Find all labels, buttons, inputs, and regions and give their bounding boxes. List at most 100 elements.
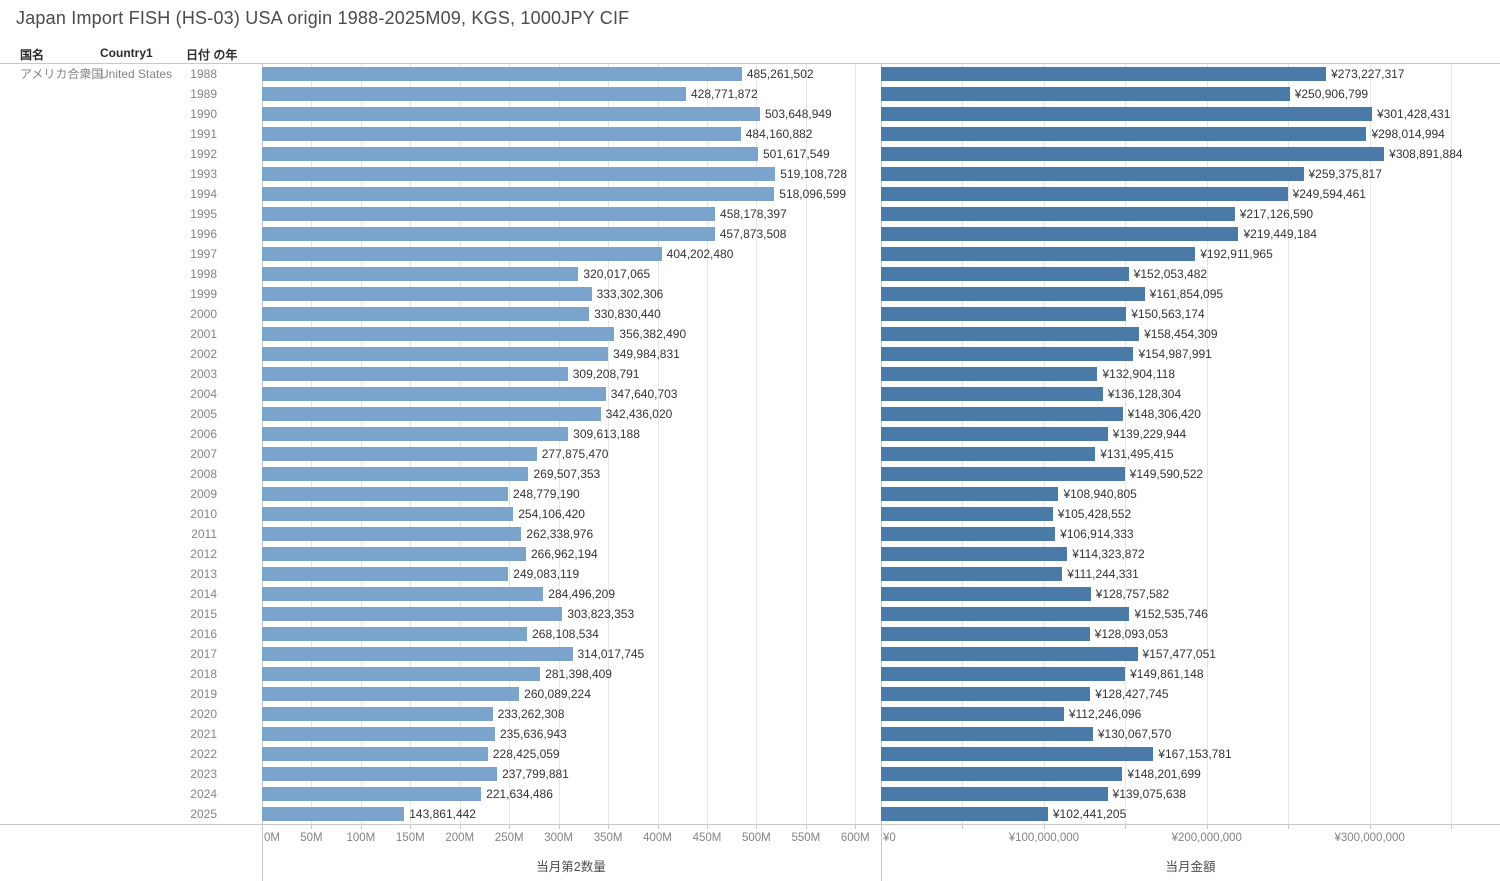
quantity-bar-2000[interactable]: [262, 307, 590, 321]
amount-bar-2003[interactable]: [881, 367, 1098, 381]
amount-bar-1993[interactable]: [881, 167, 1304, 181]
quantity-bar-2002[interactable]: [262, 347, 609, 361]
amount-bar-2009[interactable]: [881, 487, 1059, 501]
bar-value-label: ¥250,906,799: [1294, 87, 1369, 101]
year-label: 1991: [190, 127, 217, 141]
quantity-bar-2004[interactable]: [262, 387, 606, 401]
amount-bar-1998[interactable]: [881, 267, 1129, 281]
year-label: 2024: [190, 787, 217, 801]
bar-value-label: 349,984,831: [613, 347, 680, 361]
amount-bar-1992[interactable]: [881, 147, 1385, 161]
quantity-bar-2015[interactable]: [262, 607, 563, 621]
amount-bar-2008[interactable]: [881, 467, 1125, 481]
amount-bar-2020[interactable]: [881, 707, 1064, 721]
quantity-bar-2003[interactable]: [262, 367, 568, 381]
quantity-bar-1992[interactable]: [262, 147, 758, 161]
axis-tick-label: 100M: [346, 832, 376, 844]
axis-tick: [1288, 825, 1290, 829]
amount-bar-1999[interactable]: [881, 287, 1145, 301]
amount-bar-1989[interactable]: [881, 87, 1290, 101]
amount-bar-2025[interactable]: [881, 807, 1048, 821]
amount-bar-1997[interactable]: [881, 247, 1196, 261]
quantity-bar-1988[interactable]: [262, 67, 742, 81]
amount-bar-2007[interactable]: [881, 447, 1096, 461]
bar-value-label: 260,089,224: [524, 687, 591, 701]
quantity-bar-2013[interactable]: [262, 567, 509, 581]
amount-bar-2002[interactable]: [881, 347, 1134, 361]
quantity-bar-1995[interactable]: [262, 207, 716, 221]
amount-bar-2023[interactable]: [881, 767, 1123, 781]
bar-value-label: 284,496,209: [548, 587, 616, 601]
amount-bar-2021[interactable]: [881, 727, 1093, 741]
quantity-bar-2009[interactable]: [262, 487, 508, 501]
quantity-bar-2011[interactable]: [262, 527, 522, 541]
quantity-bar-2012[interactable]: [262, 547, 526, 561]
amount-bar-2018[interactable]: [881, 667, 1126, 681]
quantity-bar-2024[interactable]: [262, 787, 482, 801]
quantity-bar-2018[interactable]: [262, 667, 541, 681]
quantity-bar-2010[interactable]: [262, 507, 514, 521]
axis-tick: [805, 825, 807, 829]
amount-bar-2017[interactable]: [881, 647, 1138, 661]
quantity-bar-2021[interactable]: [262, 727, 495, 741]
axis-tick-label: ¥200,000,000: [1171, 832, 1242, 844]
amount-bar-2004[interactable]: [881, 387, 1103, 401]
bar-value-label: ¥149,861,148: [1130, 667, 1204, 681]
amount-bar-2006[interactable]: [881, 427, 1108, 441]
quantity-bar-1990[interactable]: [262, 107, 760, 121]
bar-value-label: 233,262,308: [497, 707, 565, 721]
axis-tick: [608, 825, 610, 829]
amount-bar-2005[interactable]: [881, 407, 1123, 421]
amount-bar-2014[interactable]: [881, 587, 1091, 601]
amount-bar-2022[interactable]: [881, 747, 1154, 761]
quantity-bar-2025[interactable]: [262, 807, 405, 821]
quantity-bar-2006[interactable]: [262, 427, 569, 441]
amount-bar-1990[interactable]: [881, 107, 1372, 121]
amount-bar-2016[interactable]: [881, 627, 1090, 641]
quantity-bar-2020[interactable]: [262, 707, 493, 721]
quantity-bar-2014[interactable]: [262, 587, 544, 601]
amount-bar-2010[interactable]: [881, 507, 1053, 521]
gridline: [360, 64, 362, 824]
quantity-bar-1999[interactable]: [262, 287, 592, 301]
amount-bar-2019[interactable]: [881, 687, 1091, 701]
bar-value-label: ¥106,914,333: [1060, 527, 1134, 541]
axis-tick-label: 450M: [692, 832, 722, 844]
quantity-bar-2019[interactable]: [262, 687, 520, 701]
amount-bar-2024[interactable]: [881, 787, 1108, 801]
amount-bar-2012[interactable]: [881, 547, 1068, 561]
quantity-bar-2022[interactable]: [262, 747, 488, 761]
quantity-bar-2008[interactable]: [262, 467, 529, 481]
quantity-bar-2005[interactable]: [262, 407, 601, 421]
amount-bar-1995[interactable]: [881, 207, 1235, 221]
quantity-bar-1998[interactable]: [262, 267, 579, 281]
quantity-bar-2007[interactable]: [262, 447, 537, 461]
axis-tick-label: 400M: [643, 832, 672, 844]
gridline: [855, 64, 857, 824]
quantity-bar-2017[interactable]: [262, 647, 573, 661]
quantity-bar-2016[interactable]: [262, 627, 528, 641]
quantity-bar-1991[interactable]: [262, 127, 741, 141]
quantity-chart-panel: 485,261,502 428,771,872 503,648,949 484,160…: [262, 64, 880, 824]
amount-bar-1991[interactable]: [881, 127, 1367, 141]
bar-value-label: 518,096,599: [779, 187, 847, 201]
quantity-bar-1993[interactable]: [262, 167, 776, 181]
quantity-bar-2001[interactable]: [262, 327, 615, 341]
amount-bar-1988[interactable]: [881, 67, 1327, 81]
gridline: [805, 64, 807, 824]
gridline: [1043, 64, 1045, 824]
amount-bar-2015[interactable]: [881, 607, 1130, 621]
amount-bar-2001[interactable]: [881, 327, 1140, 341]
quantity-bar-1997[interactable]: [262, 247, 662, 261]
bar-value-label: 457,873,508: [719, 227, 787, 241]
amount-bar-2011[interactable]: [881, 527, 1056, 541]
quantity-bar-2023[interactable]: [262, 767, 498, 781]
amount-bar-1994[interactable]: [881, 187, 1288, 201]
quantity-bar-1996[interactable]: [262, 227, 715, 241]
quantity-bar-1989[interactable]: [262, 87, 686, 101]
bar-value-label: ¥149,590,522: [1129, 467, 1204, 481]
amount-bar-1996[interactable]: [881, 227, 1239, 241]
amount-bar-2000[interactable]: [881, 307, 1127, 321]
quantity-bar-1994[interactable]: [262, 187, 775, 201]
amount-bar-2013[interactable]: [881, 567, 1063, 581]
